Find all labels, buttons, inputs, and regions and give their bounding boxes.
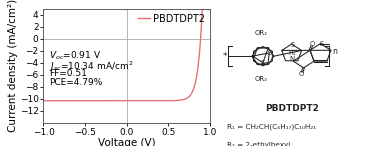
- PBDTDPT2: [96, 100, 101, 102]
- Y-axis label: Current density (mA/cm²): Current density (mA/cm²): [8, 0, 18, 132]
- PBDTDPT2: [209, 8, 214, 10]
- Text: S: S: [319, 41, 323, 47]
- PBDTDPT2: [163, 100, 167, 102]
- Text: $V_{oc}$=0.91 V: $V_{oc}$=0.91 V: [49, 49, 102, 62]
- Text: S: S: [267, 50, 271, 56]
- Text: *: *: [223, 52, 227, 61]
- Text: OR₂: OR₂: [255, 76, 268, 82]
- Text: $J_{sc}$=10.34 mA/cm$^2$: $J_{sc}$=10.34 mA/cm$^2$: [49, 59, 134, 73]
- Text: R₁ = CH₂CH(C₆H₁₇)C₁₀H₂₁: R₁ = CH₂CH(C₆H₁₇)C₁₀H₂₁: [227, 124, 316, 130]
- Text: O: O: [299, 71, 304, 77]
- Line: PBDTDPT2: PBDTDPT2: [43, 9, 211, 101]
- Text: FF=0.51: FF=0.51: [49, 69, 87, 78]
- PBDTDPT2: [147, 100, 152, 102]
- Text: O: O: [310, 41, 315, 47]
- X-axis label: Voltage (V): Voltage (V): [98, 138, 155, 146]
- Legend: PBDTDPT2: PBDTDPT2: [138, 14, 205, 24]
- PBDTDPT2: [61, 100, 66, 102]
- PBDTDPT2: [163, 100, 168, 102]
- Text: PCE=4.79%: PCE=4.79%: [49, 78, 103, 87]
- PBDTDPT2: [200, 8, 205, 10]
- Text: S: S: [290, 42, 294, 48]
- Text: S: S: [261, 60, 265, 66]
- Text: n: n: [332, 47, 337, 56]
- Text: PBDTDPT2: PBDTDPT2: [266, 104, 319, 113]
- PBDTDPT2: [41, 100, 46, 102]
- Text: R₁: R₁: [289, 50, 296, 56]
- PBDTDPT2: [108, 100, 112, 102]
- Text: R₂ = 2-ethylhexyl: R₂ = 2-ethylhexyl: [227, 141, 290, 146]
- Text: N: N: [290, 56, 295, 62]
- Text: OR₂: OR₂: [255, 30, 268, 36]
